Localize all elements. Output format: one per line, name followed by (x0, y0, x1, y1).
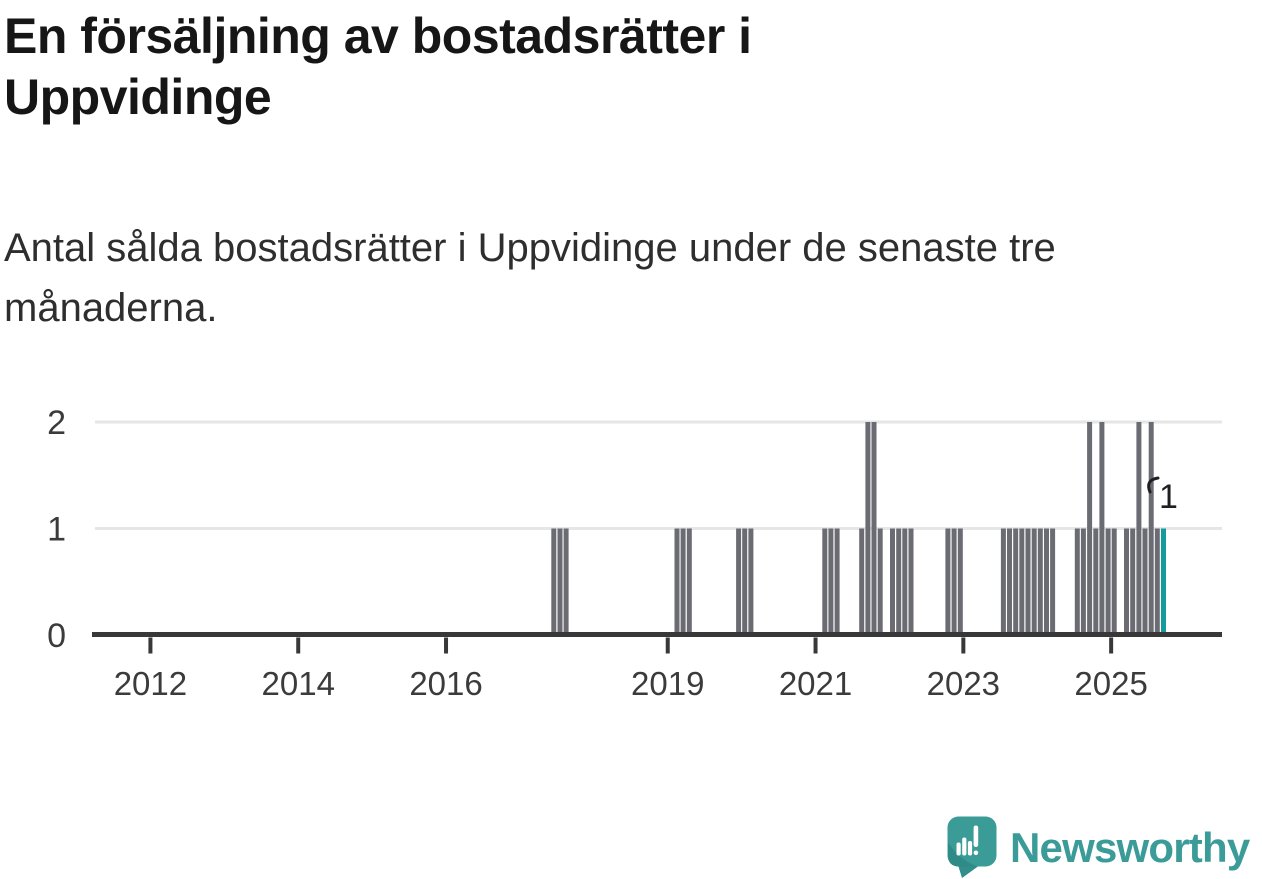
x-axis-tick-label: 2016 (409, 665, 482, 702)
bar (1074, 528, 1080, 635)
bar (1050, 528, 1056, 635)
bar (551, 528, 557, 635)
bar (865, 422, 871, 635)
bar (1019, 528, 1025, 635)
x-axis-tick-label: 2021 (779, 665, 852, 702)
bar (957, 528, 963, 635)
bar (1111, 528, 1117, 635)
bar (822, 528, 828, 635)
bar (1044, 528, 1049, 635)
bar (1037, 528, 1043, 635)
bar (834, 528, 840, 635)
gridlines (95, 420, 1222, 530)
bar (877, 528, 883, 635)
bar (686, 528, 692, 635)
bar (1148, 422, 1154, 635)
y-axis-labels: 0 1 2 (47, 404, 66, 655)
x-axis-labels: 2012 2014 2016 2019 2021 2023 2025 (114, 665, 1148, 702)
bar (1105, 528, 1111, 635)
bar (871, 422, 877, 635)
x-axis-tick-label: 2012 (114, 665, 187, 702)
bar (1124, 528, 1129, 635)
bar (674, 528, 680, 635)
annotation-leader-line (1147, 476, 1160, 494)
bar (680, 528, 686, 635)
bars (551, 422, 1166, 635)
x-axis-tick-label: 2025 (1074, 665, 1147, 702)
bar (951, 528, 957, 635)
y-axis-tick-label: 2 (47, 404, 66, 442)
chart-subtitle: Antal sålda bostadsrätter i Uppvidinge u… (4, 226, 1056, 330)
bar (1087, 422, 1093, 635)
bar (1007, 528, 1012, 635)
chart-title: En försäljning av bostadsrätter i Uppvid… (4, 8, 752, 125)
logo-bubble-shade (948, 842, 977, 867)
logo-bubble-tail (958, 865, 980, 878)
bar (748, 528, 754, 635)
bar (896, 528, 902, 635)
bar (902, 528, 908, 635)
x-axis-tick-label: 2014 (262, 665, 335, 702)
bar (563, 528, 569, 635)
bar (908, 528, 914, 635)
newsworthy-logo-icon (947, 816, 997, 878)
bar (1136, 422, 1142, 635)
bar (742, 528, 748, 635)
newsworthy-brand-name: Newsworthy (1010, 824, 1250, 871)
bar (557, 528, 563, 635)
x-axis (92, 632, 1222, 654)
bar (945, 528, 951, 635)
bar (1013, 528, 1019, 635)
bar (1142, 528, 1148, 635)
sales-bar-chart: 2012 2014 2016 2019 2021 2023 2025 0 1 2 1 (47, 404, 1222, 702)
bar (1000, 528, 1006, 635)
x-axis-tick-label: 2019 (631, 665, 704, 702)
y-axis-tick-label: 0 (47, 617, 66, 655)
bar (1099, 422, 1105, 635)
bar (1080, 528, 1086, 635)
bar (1154, 528, 1160, 635)
bar (890, 528, 895, 635)
x-axis-tick-label: 2023 (927, 665, 1000, 702)
bar (1130, 528, 1136, 635)
newsworthy-logo: Newsworthy (947, 816, 1250, 879)
logo-bar-chart-glyph (956, 825, 979, 856)
bar (1093, 528, 1099, 635)
bar (1025, 528, 1031, 635)
bar-highlight (1161, 528, 1166, 635)
y-axis-tick-label: 1 (47, 511, 66, 549)
last-value-label: 1 (1159, 478, 1178, 516)
bar (736, 528, 742, 635)
bar (828, 528, 834, 635)
bar (859, 528, 865, 635)
bar (1031, 528, 1037, 635)
